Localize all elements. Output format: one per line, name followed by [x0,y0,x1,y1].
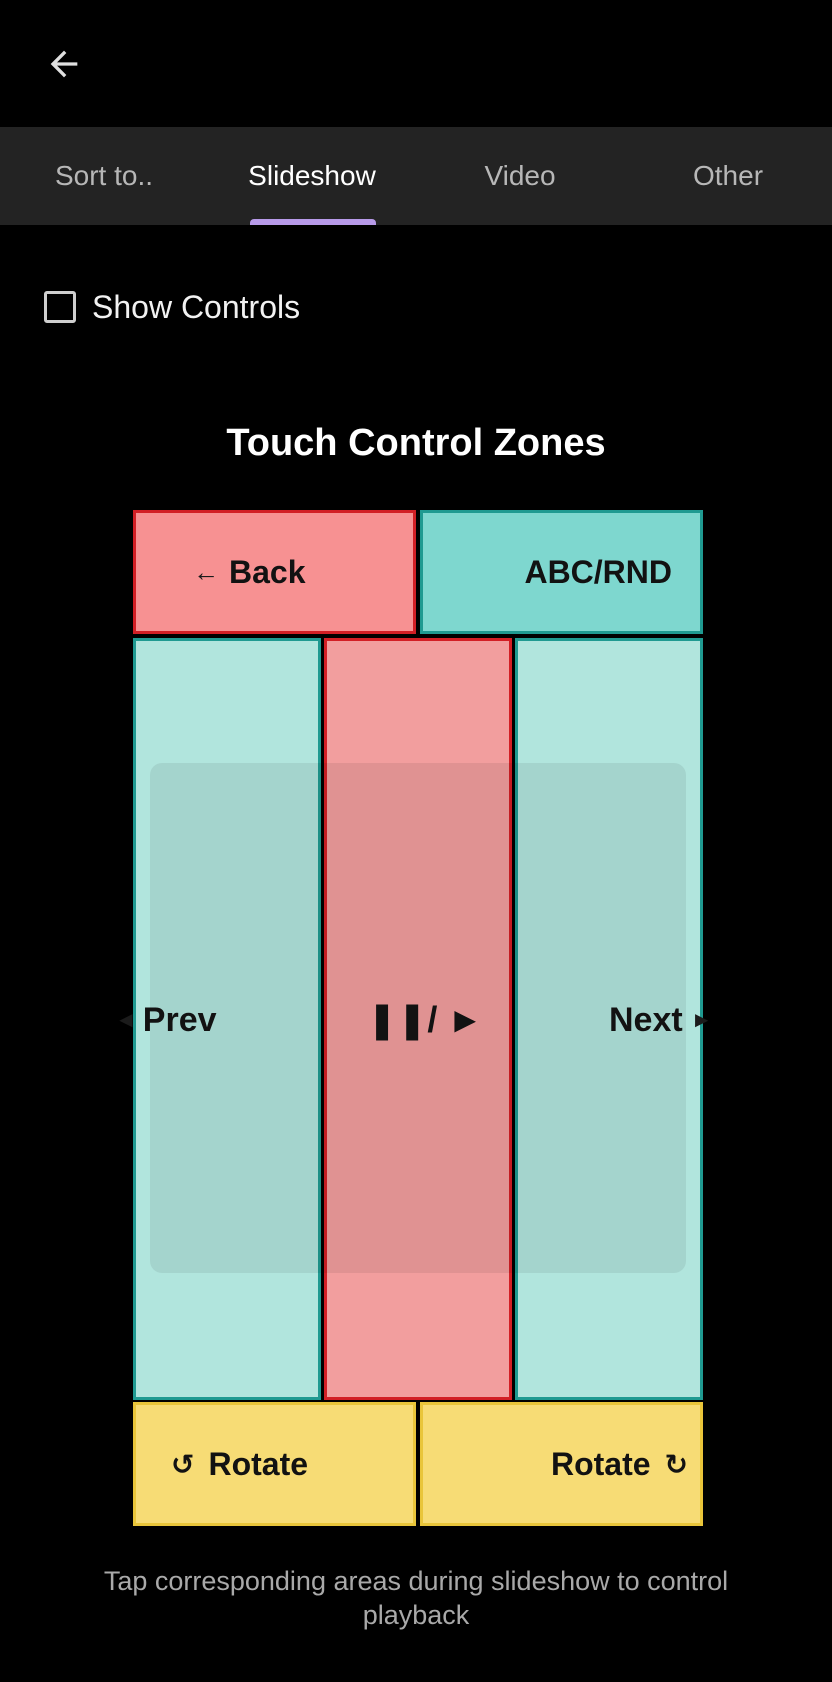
zone-abc-label: ABC/RND [524,553,672,590]
footer-note: Tap corresponding areas during slideshow… [103,1566,729,1630]
arrow-left-icon [50,50,78,78]
play-pause-label: ❚❚/ ► [367,999,483,1040]
zone-next [515,638,703,1400]
show-controls-label: Show Controls [92,288,301,325]
zone-play-text: ❚❚/ ► [367,990,483,1050]
back-button[interactable] [40,40,88,88]
zone-rotate-right: Rotate ↻ [420,1402,703,1526]
zone-prev-text: ◄ Prev [115,990,217,1050]
zone-abc-rnd: ABC/RND [420,510,703,634]
tab-bar: Sort to.. Slideshow Video Other [0,127,832,225]
zone-back: ← Back [133,510,416,634]
tab-other[interactable]: Other [692,160,764,191]
touch-zones-diagram: ← Back ABC/RND ◄ Prev ❚❚/ ► Next ► ↺ Rot… [115,510,712,1526]
next-arrow-icon: ► [690,1007,713,1032]
zone-back-label: Back [229,553,306,590]
zone-play-pause [324,638,512,1400]
zone-rotate-left-label: Rotate [208,1445,309,1482]
prev-arrow-icon: ◄ [115,1007,137,1032]
zone-next-label: Next [609,1000,683,1039]
tab-slideshow[interactable]: Slideshow [248,160,376,191]
rotate-right-icon: ↻ [664,1448,688,1480]
back-arrow-icon: ← [193,556,219,587]
app-bar [0,0,832,127]
zone-rotate-left: ↺ Rotate [133,1402,416,1526]
zone-next-text: Next ► [609,990,712,1050]
active-tab-indicator [250,219,376,225]
zones-title: Touch Control Zones [226,422,606,464]
show-controls-checkbox[interactable] [44,291,76,323]
zone-prev-label: Prev [142,1000,217,1039]
rotate-left-icon: ↺ [171,1448,195,1480]
zone-prev [133,638,321,1400]
zone-rotate-right-label: Rotate [550,1445,651,1482]
show-controls-row[interactable]: Show Controls [44,286,300,328]
tab-video[interactable]: Video [484,160,556,191]
tab-sort-to[interactable]: Sort to.. [54,160,154,191]
